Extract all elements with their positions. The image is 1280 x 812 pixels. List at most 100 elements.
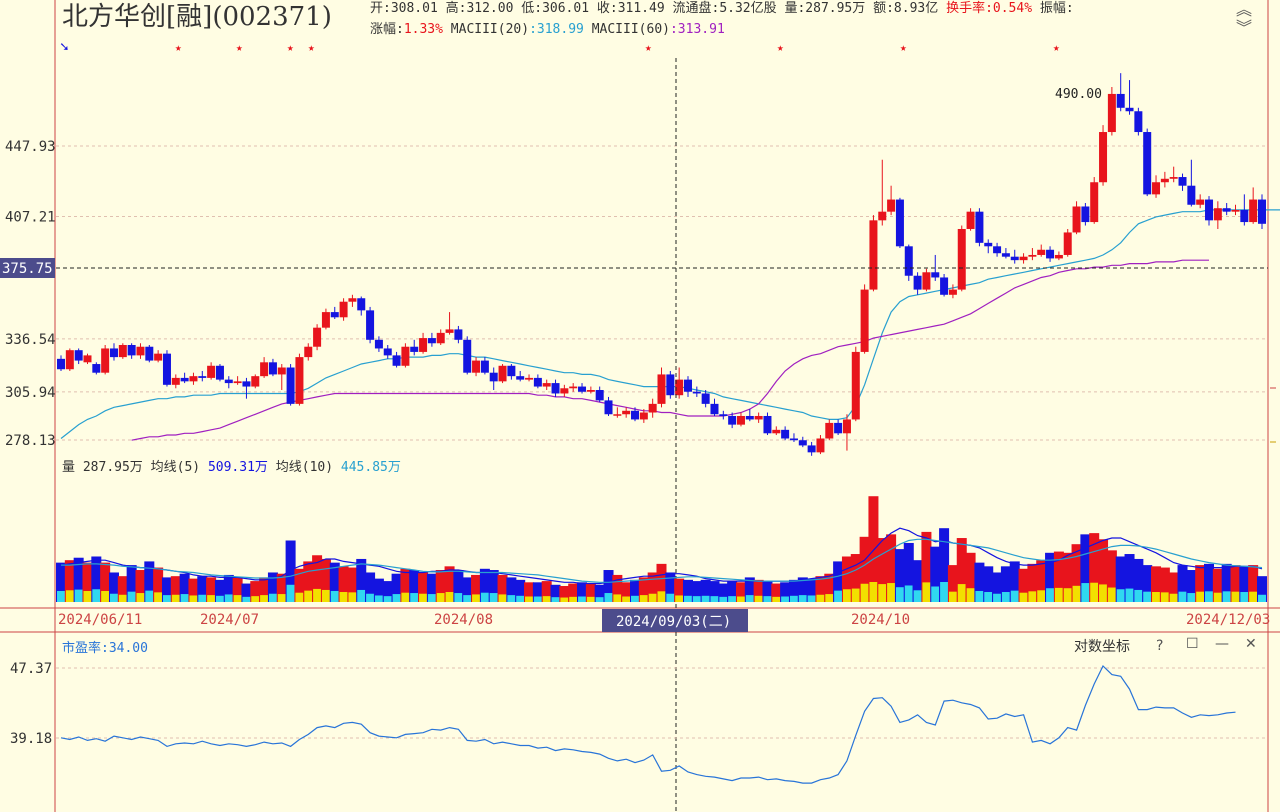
pe-tick-label: 47.37 [10, 661, 52, 677]
candle-body [772, 429, 781, 434]
volume-bar [638, 577, 649, 602]
candle-body [154, 353, 163, 361]
candle-body [1116, 93, 1125, 108]
volume-bar-inner [542, 596, 551, 602]
volume-bar-inner [304, 590, 313, 602]
volume-bar-inner [1258, 594, 1266, 602]
candle-body [348, 298, 357, 302]
volume-bar [100, 562, 111, 602]
volume-bar-inner [1205, 591, 1214, 602]
volume-bar [630, 579, 641, 602]
date-tick-label: 2024/08 [434, 612, 493, 628]
volume-bar-inner [224, 594, 233, 602]
candle-body [1046, 249, 1055, 259]
candle-body [268, 362, 277, 375]
volume-bar [1036, 560, 1047, 602]
volume-bar [1089, 533, 1100, 602]
volume-bar-inner [516, 595, 525, 602]
volume-bar [365, 572, 376, 602]
volume-bar [797, 577, 808, 602]
volume-bar-inner [1081, 583, 1090, 602]
candle-body [410, 346, 419, 352]
candle-body [295, 357, 304, 404]
vol-ma5-label: 均线(5) [150, 460, 201, 475]
volume-bar [471, 574, 482, 602]
volume-bar-inner [913, 590, 922, 602]
candle-body [83, 355, 92, 363]
cursor-price-label: 375.75 [2, 261, 53, 277]
volume-bar-inner [586, 596, 595, 602]
volume-bar-inner [1249, 591, 1258, 602]
expand-down-icon[interactable]: ︾ [1236, 18, 1253, 37]
volume-bar-inner [1054, 587, 1063, 602]
volume-bar-inner [745, 595, 754, 602]
volume-bar [771, 583, 782, 602]
ma60-value: :313.91 [669, 22, 725, 37]
volume-bar [709, 581, 720, 602]
volume-bar [1239, 566, 1250, 602]
vol-value: 287.95万 [805, 1, 866, 16]
volume-bar [373, 578, 384, 602]
ma20-value: :318.99 [529, 22, 584, 37]
float-value: 5.32亿股 [719, 1, 777, 16]
candle-body [516, 376, 525, 380]
collapse-up-icon[interactable]: ︽ [1236, 0, 1253, 19]
volume-bar-inner [65, 590, 74, 602]
volume-bar-inner [339, 592, 348, 602]
volume-bar-inner [171, 594, 180, 602]
volume-bar-inner [754, 595, 763, 602]
log-scale-button[interactable]: 对数坐标 [1074, 636, 1130, 656]
volume-bar-inner [1160, 592, 1169, 602]
volume-bar-inner [242, 596, 251, 602]
volume-bar [1062, 552, 1073, 602]
candle-body [948, 289, 957, 295]
volume-bar [1221, 563, 1232, 602]
candle-body [1205, 199, 1214, 221]
close-icon[interactable]: ✕ [1245, 636, 1257, 652]
volume-bar-inner [940, 582, 949, 602]
help-icon[interactable]: ? [1156, 638, 1164, 654]
candle-body [1160, 178, 1169, 183]
volume-bar [1212, 568, 1223, 602]
candle-body [913, 275, 922, 290]
volume-bar [612, 574, 623, 602]
candle-body [127, 344, 136, 356]
minimize-icon[interactable]: — [1215, 636, 1229, 652]
low-label: 低: [521, 1, 543, 16]
candle-body [745, 415, 754, 420]
volume-bar-inner [233, 595, 242, 602]
volume-bar [241, 583, 252, 602]
vol-ma10-label: 均线(10) [275, 460, 334, 475]
volume-bar-inner [1187, 593, 1196, 602]
volume-bar-inner [666, 593, 675, 602]
volume-bar [859, 536, 870, 602]
vol-label: 量: [784, 1, 806, 16]
candle-body [392, 355, 401, 366]
candle-body [419, 338, 428, 352]
candle-body [427, 338, 436, 344]
volume-bar [56, 562, 66, 602]
candle-body [1143, 132, 1152, 195]
volume-bar [259, 577, 270, 602]
volume-bar [303, 561, 314, 602]
candle-body [657, 374, 666, 404]
volume-bar-inner [1116, 589, 1125, 602]
volume-bar [506, 577, 517, 602]
volume-bar-inner [1178, 591, 1187, 602]
candle-body [1187, 185, 1196, 205]
volume-bar-inner [1063, 588, 1072, 602]
volume-bar-inner [904, 585, 913, 602]
maximize-icon[interactable]: ☐ [1186, 636, 1199, 652]
cursor-date-box [602, 609, 748, 632]
vol-legend-value: 287.95万 [82, 460, 143, 475]
volume-bar-inner [419, 593, 428, 602]
candle-body [887, 199, 896, 212]
volume-bar [91, 556, 102, 602]
volume-bar [329, 562, 340, 602]
event-star-icon: ★ [777, 41, 784, 54]
volume-bar-inner [710, 596, 719, 602]
volume-bar-inner [578, 596, 587, 602]
ma20-line [60, 209, 1280, 439]
volume-bar-inner [675, 595, 684, 602]
